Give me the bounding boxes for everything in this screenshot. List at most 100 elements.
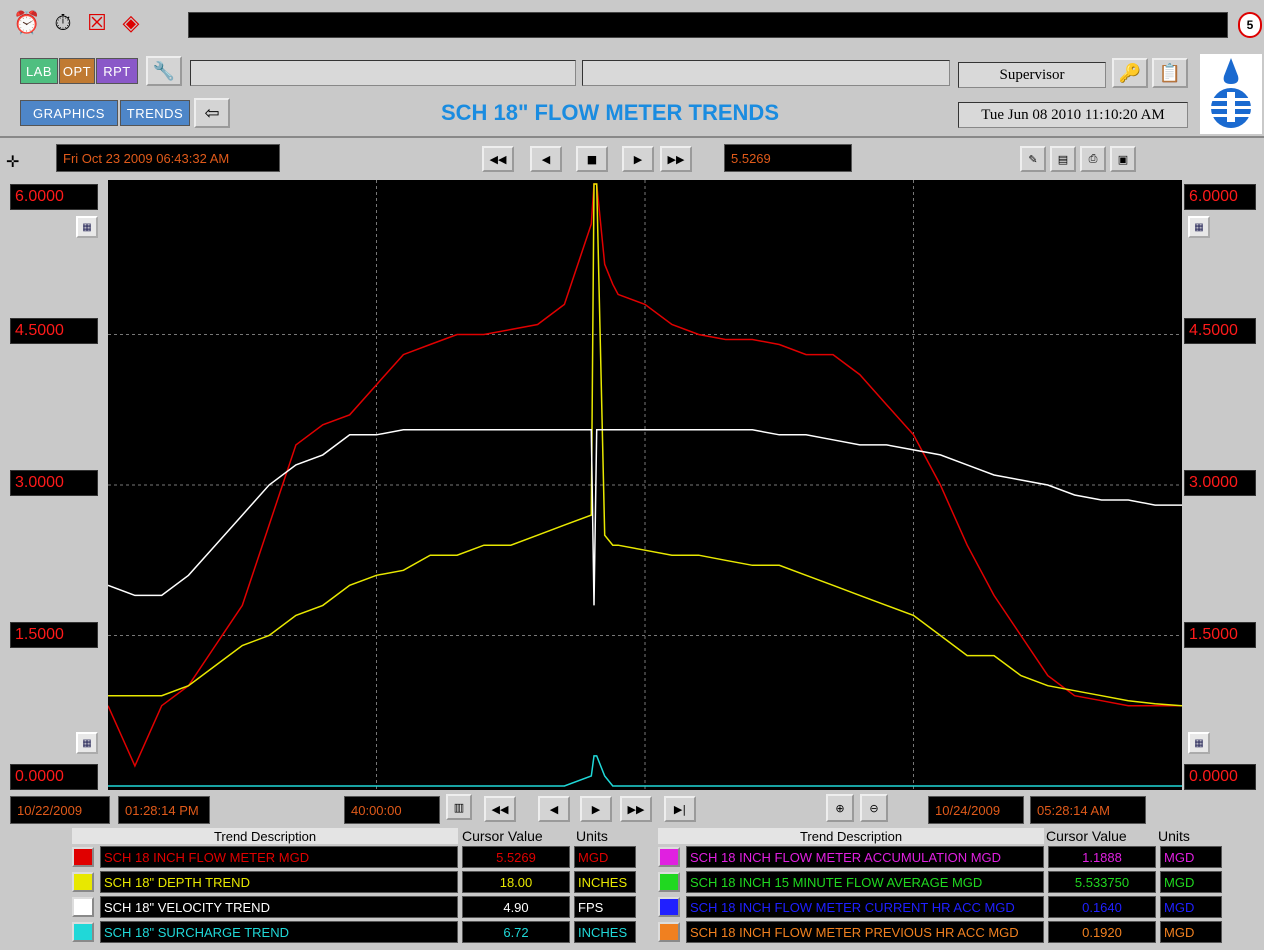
alarm-clock-icon[interactable]: ⏰ — [13, 10, 41, 36]
clipboard-icon[interactable]: ▤ — [1050, 146, 1076, 172]
legend-right-units-header: Units — [1158, 828, 1190, 844]
clipboard-icon[interactable]: 📋 — [1152, 58, 1188, 88]
rpt-button[interactable]: RPT — [96, 58, 138, 84]
legend-description: SCH 18" DEPTH TREND — [100, 871, 458, 893]
legend-description: SCH 18 INCH FLOW METER ACCUMULATION MGD — [686, 846, 1044, 868]
jump-end-button[interactable]: ▶| — [664, 796, 696, 822]
print-icon[interactable]: ⎙ — [1080, 146, 1106, 172]
legend-left-desc-header: Trend Description — [72, 828, 458, 844]
rewind-button[interactable]: ◀◀ — [482, 146, 514, 172]
y-axis-left-top: 6.0000 — [10, 184, 98, 210]
back-arrow-icon[interactable]: ⇦ — [194, 98, 230, 128]
span-field[interactable]: 40:00:00 — [344, 796, 440, 824]
legend-right-value-header: Cursor Value — [1046, 828, 1127, 844]
calendar-icon[interactable]: ▦ — [76, 732, 98, 754]
legend-left-value-header: Cursor Value — [462, 828, 543, 844]
end-time-field[interactable]: 05:28:14 AM — [1030, 796, 1146, 824]
page-title: SCH 18" FLOW METER TRENDS — [440, 100, 779, 125]
chart-icon[interactable]: ▥ — [446, 794, 472, 820]
cursor-value-field: 5.5269 — [724, 144, 852, 172]
legend-description: SCH 18 INCH FLOW METER MGD — [100, 846, 458, 868]
y-axis-right-bottom: 0.0000 — [1184, 764, 1256, 790]
legend-swatch[interactable] — [658, 922, 680, 942]
warning-icon[interactable]: ◈ — [122, 10, 140, 36]
series-line-2 — [107, 429, 1182, 606]
legend-description: SCH 18 INCH FLOW METER CURRENT HR ACC MG… — [686, 896, 1044, 918]
legend-cursor-value: 6.72 — [462, 921, 570, 943]
legend-units: INCHES — [574, 871, 636, 893]
y-axis-right-top: 6.0000 — [1184, 184, 1256, 210]
legend-units: MGD — [1160, 871, 1222, 893]
legend-cursor-value: 5.5269 — [462, 846, 570, 868]
legend-swatch[interactable] — [658, 897, 680, 917]
bottom-panel: 10/22/2009 01:28:14 PM 40:00:00 ▥ ◀◀ ◀ ▶… — [0, 790, 1264, 950]
start-date-field[interactable]: 10/22/2009 — [10, 796, 110, 824]
legend-cursor-value: 18.00 — [462, 871, 570, 893]
legend-cursor-value: 0.1640 — [1048, 896, 1156, 918]
crosshair-icon[interactable]: ✛ — [6, 154, 20, 171]
zoom-out-icon[interactable]: ⊖ — [860, 794, 888, 822]
legend-description: SCH 18" VELOCITY TREND — [100, 896, 458, 918]
water-logo-icon — [1200, 54, 1262, 134]
legend-units: INCHES — [574, 921, 636, 943]
status-field-1 — [190, 60, 576, 86]
legend-units: FPS — [574, 896, 636, 918]
legend-swatch[interactable] — [72, 847, 94, 867]
legend-right-desc-header: Trend Description — [658, 828, 1044, 844]
calendar-icon[interactable]: ▦ — [1188, 732, 1210, 754]
fast-forward-button[interactable]: ▶▶ — [660, 146, 692, 172]
y-axis-left-bottom: 0.0000 — [10, 764, 98, 790]
zoom-in-icon[interactable]: ⊕ — [826, 794, 854, 822]
step-back-button[interactable]: ◀ — [530, 146, 562, 172]
legend-description: SCH 18 INCH FLOW METER PREVIOUS HR ACC M… — [686, 921, 1044, 943]
legend-units: MGD — [1160, 896, 1222, 918]
trend-plot[interactable] — [107, 180, 1183, 790]
legend-cursor-value: 1.1888 — [1048, 846, 1156, 868]
pen-icon[interactable]: ✎ — [1020, 146, 1046, 172]
legend-swatch[interactable] — [72, 922, 94, 942]
legend-description: SCH 18 INCH 15 MINUTE FLOW AVERAGE MGD — [686, 871, 1044, 893]
graphics-button[interactable]: GRAPHICS — [20, 100, 118, 126]
y-axis-left-2: 4.5000 — [10, 318, 98, 344]
alarm-disabled-icon[interactable]: ☒ — [87, 10, 107, 36]
series-line-3 — [108, 755, 1182, 787]
trends-button[interactable]: TRENDS — [120, 100, 190, 126]
legend-description: SCH 18" SURCHARGE TREND — [100, 921, 458, 943]
opt-button[interactable]: OPT — [59, 58, 95, 84]
fast-forward-button[interactable]: ▶▶ — [620, 796, 652, 822]
step-forward-button[interactable]: ▶ — [580, 796, 612, 822]
alarm-toolbar: ⏰ ⏱ ☒ ◈ 5 — [0, 0, 1264, 50]
y-axis-right-4: 1.5000 — [1184, 622, 1256, 648]
lab-button[interactable]: LAB — [20, 58, 58, 84]
step-forward-button[interactable]: ▶ — [622, 146, 654, 172]
header: LAB OPT RPT 🔧 GRAPHICS TRENDS ⇦ Supervis… — [0, 50, 1264, 138]
user-field: Supervisor — [958, 62, 1106, 88]
legend-cursor-value: 5.533750 — [1048, 871, 1156, 893]
legend-left-units-header: Units — [576, 828, 608, 844]
legend-swatch[interactable] — [658, 847, 680, 867]
trend-chart-svg — [107, 180, 1183, 790]
legend-cursor-value: 0.1920 — [1048, 921, 1156, 943]
legend-cursor-value: 4.90 — [462, 896, 570, 918]
end-date-field[interactable]: 10/24/2009 — [928, 796, 1024, 824]
corner-badge[interactable]: 5 — [1238, 12, 1262, 38]
stop-button[interactable]: ■ — [576, 146, 608, 172]
key-icon[interactable]: 🔑 — [1112, 58, 1148, 88]
legend-swatch[interactable] — [72, 897, 94, 917]
step-back-button[interactable]: ◀ — [538, 796, 570, 822]
alarm-set-icon[interactable]: ⏱ — [54, 10, 72, 36]
y-axis-left-4: 1.5000 — [10, 622, 98, 648]
legend-swatch[interactable] — [658, 872, 680, 892]
y-axis-left-3: 3.0000 — [10, 470, 98, 496]
legend-units: MGD — [1160, 846, 1222, 868]
calendar-icon[interactable]: ▦ — [1188, 216, 1210, 238]
save-icon[interactable]: ▣ — [1110, 146, 1136, 172]
alarm-message-bar — [188, 12, 1228, 38]
legend-swatch[interactable] — [72, 872, 94, 892]
legend-units: MGD — [574, 846, 636, 868]
cursor-time-field: Fri Oct 23 2009 06:43:32 AM — [56, 144, 280, 172]
calendar-icon[interactable]: ▦ — [76, 216, 98, 238]
rewind-button[interactable]: ◀◀ — [484, 796, 516, 822]
start-time-field[interactable]: 01:28:14 PM — [118, 796, 210, 824]
wrench-icon[interactable]: 🔧 — [146, 56, 182, 86]
